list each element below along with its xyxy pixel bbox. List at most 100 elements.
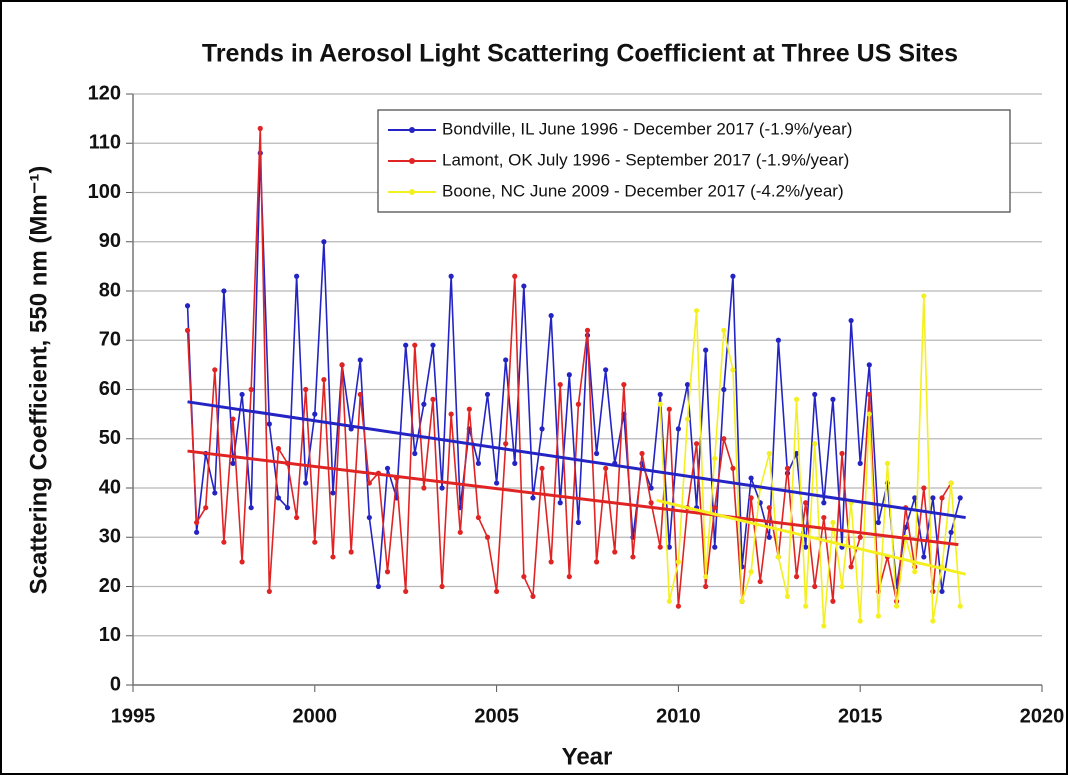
y-tick-label: 0: [110, 673, 121, 695]
data-point: [439, 583, 445, 590]
data-point: [857, 618, 863, 624]
data-point: [521, 574, 527, 580]
y-tick-label: 10: [99, 624, 121, 646]
data-point: [930, 495, 936, 501]
data-point: [630, 554, 636, 560]
data-point: [957, 603, 963, 609]
data-point: [430, 342, 436, 348]
data-point: [439, 485, 445, 491]
x-tick-label: 2005: [474, 705, 519, 727]
data-point: [366, 480, 372, 486]
data-point: [748, 495, 754, 501]
data-point: [584, 327, 591, 333]
data-point: [603, 367, 609, 373]
data-point: [812, 583, 818, 590]
data-point: [939, 495, 945, 501]
data-point: [275, 446, 282, 452]
data-point: [412, 342, 418, 348]
data-point: [357, 391, 363, 398]
data-point: [839, 583, 845, 590]
data-point: [830, 519, 836, 526]
data-point: [703, 583, 709, 590]
x-axis-label: Year: [562, 743, 613, 770]
data-point: [857, 534, 863, 540]
y-tick-label: 30: [99, 526, 121, 548]
data-point: [821, 500, 827, 506]
y-tick-label: 20: [99, 575, 121, 597]
data-point: [375, 583, 382, 590]
data-point: [593, 450, 600, 457]
data-point: [339, 362, 345, 368]
data-point: [657, 544, 663, 550]
data-point: [239, 391, 245, 398]
data-point: [766, 534, 772, 540]
data-point: [221, 539, 227, 545]
data-point: [803, 603, 809, 609]
series-line: [659, 295, 961, 626]
data-point: [666, 544, 672, 550]
data-point: [539, 426, 545, 432]
data-point: [403, 588, 409, 595]
data-point: [448, 273, 454, 279]
data-point: [821, 514, 827, 521]
data-point: [948, 529, 954, 535]
data-point: [484, 391, 491, 398]
data-point: [775, 337, 781, 343]
data-point: [603, 465, 609, 471]
data-point: [230, 460, 236, 466]
legend-label: Lamont, OK July 1996 - September 2017 (-…: [442, 150, 849, 169]
data-point: [893, 603, 900, 609]
data-point: [384, 569, 391, 575]
data-point: [830, 598, 836, 604]
x-tick-label: 2000: [293, 705, 338, 727]
data-point: [248, 386, 254, 393]
data-point: [884, 460, 891, 466]
x-tick-label: 1995: [111, 705, 156, 727]
data-point: [784, 465, 791, 471]
data-point: [848, 564, 854, 570]
data-point: [503, 357, 509, 363]
legend-marker: [409, 158, 415, 164]
legend-marker: [409, 189, 415, 195]
data-point: [812, 441, 818, 447]
data-point: [730, 367, 736, 373]
data-point: [866, 391, 872, 398]
trend-line: [656, 498, 966, 576]
data-point: [693, 308, 700, 314]
data-point: [703, 574, 709, 580]
y-tick-label: 60: [99, 378, 121, 400]
data-point: [294, 514, 300, 521]
data-point: [939, 588, 945, 595]
data-point: [403, 342, 409, 348]
data-point: [921, 554, 927, 560]
data-point: [384, 465, 391, 471]
data-point: [348, 549, 354, 555]
data-point: [557, 381, 563, 388]
legend-label: Boone, NC June 2009 - December 2017 (-4.…: [442, 181, 844, 200]
data-point: [184, 303, 191, 309]
data-point: [212, 490, 218, 496]
data-point: [239, 559, 245, 565]
data-point: [675, 603, 682, 609]
data-point: [548, 313, 554, 319]
data-point: [721, 327, 727, 333]
data-point: [712, 455, 718, 462]
y-tick-label: 100: [88, 181, 121, 203]
data-point: [575, 519, 582, 526]
y-tick-label: 50: [99, 427, 121, 449]
data-point: [530, 495, 536, 501]
y-tick-label: 70: [99, 329, 121, 351]
data-point: [294, 273, 300, 279]
data-point: [575, 401, 582, 407]
data-point: [921, 293, 927, 299]
y-tick-label: 110: [89, 132, 121, 154]
data-point: [675, 426, 682, 432]
legend: Bondville, IL June 1996 - December 2017 …: [377, 109, 1011, 213]
data-point: [284, 505, 291, 511]
data-point: [566, 574, 572, 580]
data-point: [712, 544, 718, 550]
data-point: [730, 273, 736, 279]
data-point: [648, 485, 654, 491]
data-point: [366, 514, 372, 521]
data-point: [457, 529, 463, 535]
